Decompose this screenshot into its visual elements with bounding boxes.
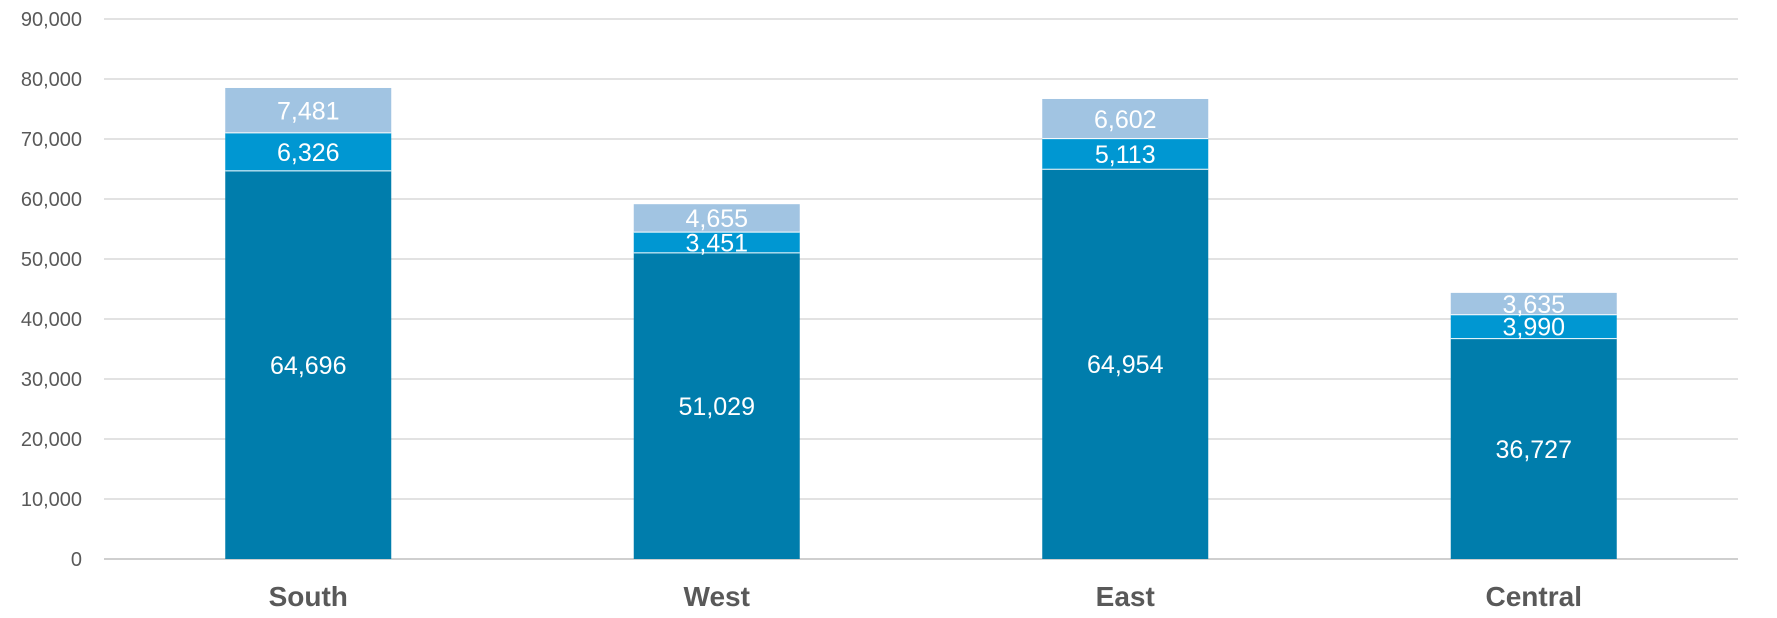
data-label: 3,635	[1502, 291, 1565, 319]
x-category-label: South	[269, 581, 348, 612]
bars	[225, 87, 1617, 560]
x-category-label: Central	[1486, 581, 1582, 612]
data-label: 7,481	[277, 97, 340, 125]
x-axis-ticks: South West East Central	[269, 581, 1582, 612]
y-tick-label: 70,000	[21, 129, 82, 151]
data-label: 51,029	[679, 393, 755, 421]
bar-segment	[225, 170, 392, 559]
y-tick-label: 30,000	[21, 369, 82, 391]
y-tick-label: 50,000	[21, 249, 82, 271]
bar-segment	[633, 204, 800, 233]
data-label: 3,451	[685, 229, 748, 257]
data-label: 4,655	[685, 205, 748, 233]
bar-segment	[1042, 138, 1209, 170]
bar-segment	[633, 232, 800, 253]
y-axis-ticks: 0 10,000 20,000 30,000 40,000 50,000 60,000 70,…	[21, 9, 82, 571]
bar-segment	[225, 87, 392, 133]
data-label: 36,727	[1496, 436, 1572, 464]
y-tick-label: 0	[71, 549, 82, 571]
bar-segment	[633, 252, 800, 560]
bar-segment	[1042, 98, 1209, 139]
data-label: 5,113	[1095, 141, 1156, 169]
y-tick-label: 40,000	[21, 309, 82, 331]
x-category-label: East	[1096, 581, 1155, 612]
data-label: 64,696	[270, 352, 346, 380]
y-tick-label: 20,000	[21, 429, 82, 451]
data-label: 3,990	[1502, 314, 1565, 342]
data-label: 6,326	[277, 139, 340, 167]
y-tick-label: 60,000	[21, 189, 82, 211]
bar-segment	[1450, 314, 1617, 339]
bar-segment	[1450, 338, 1617, 559]
bar-segment	[1042, 169, 1209, 559]
data-label: 64,954	[1087, 351, 1164, 379]
bar-segment	[1450, 292, 1617, 315]
y-tick-label: 80,000	[21, 69, 82, 91]
data-label: 6,602	[1094, 106, 1157, 134]
bar-segment	[225, 132, 392, 171]
y-tick-label: 10,000	[21, 489, 82, 511]
x-category-label: West	[684, 581, 750, 612]
y-tick-label: 90,000	[21, 9, 82, 31]
